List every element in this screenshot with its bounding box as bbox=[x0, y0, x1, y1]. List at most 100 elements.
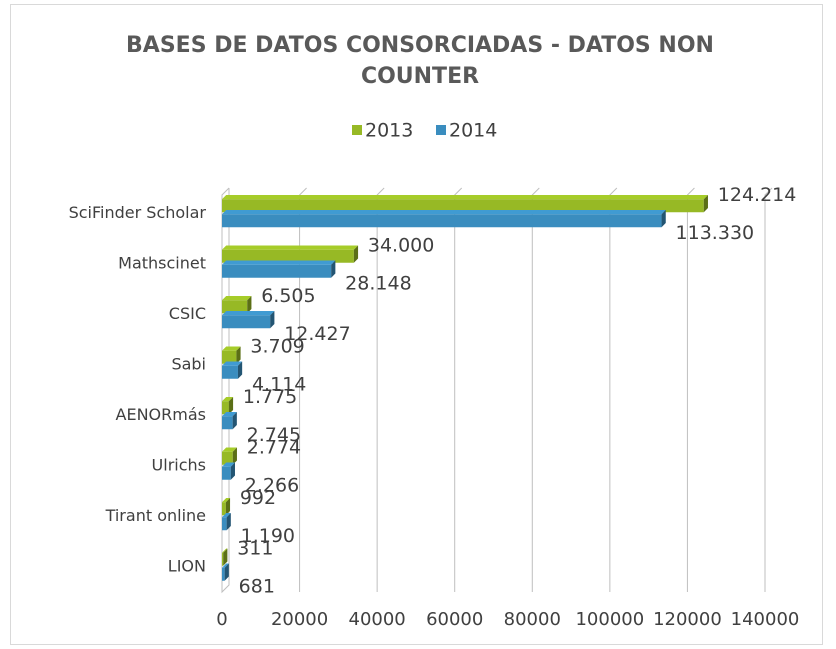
bar bbox=[222, 397, 234, 415]
data-label: 2.745 bbox=[247, 424, 301, 446]
y-tick-label: Mathscinet bbox=[118, 253, 206, 272]
bar-side bbox=[331, 260, 336, 278]
bar-face bbox=[222, 199, 704, 213]
bar-face bbox=[222, 502, 226, 516]
bar-side bbox=[224, 563, 229, 581]
y-tick-label: AENORmás bbox=[116, 405, 206, 424]
bar-side bbox=[223, 548, 228, 566]
bar-face bbox=[222, 350, 237, 364]
chart-border bbox=[10, 4, 823, 645]
data-label: 681 bbox=[239, 575, 275, 597]
bar-face bbox=[222, 517, 227, 531]
bar-top bbox=[222, 195, 708, 200]
data-label: 992 bbox=[240, 487, 276, 509]
bar-face bbox=[222, 567, 225, 581]
grid-line bbox=[531, 187, 540, 592]
data-label: 2.774 bbox=[247, 436, 301, 458]
bar bbox=[222, 548, 228, 566]
bar bbox=[222, 311, 275, 329]
bar-side bbox=[230, 462, 235, 480]
bar-side bbox=[226, 513, 231, 531]
bar-side bbox=[270, 311, 275, 329]
bar-top bbox=[222, 412, 237, 417]
bar-face bbox=[222, 451, 233, 465]
x-tick-label: 40000 bbox=[349, 609, 406, 630]
bar-side bbox=[232, 412, 237, 430]
bar-side bbox=[353, 245, 359, 263]
y-tick-label: Ulrichs bbox=[152, 455, 206, 474]
x-tick-label: 20000 bbox=[271, 609, 328, 630]
bar-side bbox=[232, 447, 237, 465]
bar bbox=[222, 245, 359, 263]
x-tick-label: 140000 bbox=[731, 609, 800, 630]
bar bbox=[222, 195, 708, 213]
y-tick-label: Tirant online bbox=[105, 506, 206, 525]
bar-face bbox=[222, 552, 224, 566]
bar bbox=[222, 346, 241, 364]
grid-line bbox=[686, 187, 695, 592]
bar bbox=[222, 361, 243, 379]
bar bbox=[222, 498, 231, 516]
bar bbox=[222, 447, 237, 465]
bar-face bbox=[222, 401, 229, 415]
data-label: 1.775 bbox=[243, 386, 297, 408]
data-label: 34.000 bbox=[368, 234, 434, 256]
bar bbox=[222, 210, 666, 228]
bar bbox=[222, 296, 252, 314]
bar-face bbox=[222, 365, 238, 379]
bar-top bbox=[222, 513, 231, 518]
data-label: 12.427 bbox=[284, 323, 350, 345]
bar-face bbox=[222, 315, 271, 329]
data-label: 113.330 bbox=[676, 222, 755, 244]
bar-face bbox=[222, 416, 233, 430]
data-label: 2.266 bbox=[245, 474, 299, 496]
bar-top bbox=[222, 260, 336, 265]
y-tick-label: LION bbox=[168, 556, 206, 575]
bar-top bbox=[222, 397, 234, 402]
bar-top bbox=[222, 462, 235, 467]
bar-side bbox=[225, 498, 231, 516]
grid-line bbox=[299, 187, 307, 592]
legend-swatch bbox=[352, 125, 362, 135]
bar-top bbox=[222, 296, 252, 301]
data-label: 6.505 bbox=[261, 285, 315, 307]
bar bbox=[222, 513, 231, 531]
data-label: 124.214 bbox=[718, 184, 797, 206]
data-label: 1.190 bbox=[241, 525, 295, 547]
bar-side bbox=[237, 361, 243, 379]
bar-top bbox=[222, 245, 359, 250]
bar bbox=[222, 563, 229, 581]
bar-top bbox=[222, 361, 243, 366]
grid-line bbox=[376, 187, 385, 592]
data-label: 4.114 bbox=[252, 373, 306, 395]
bar-side bbox=[247, 296, 252, 314]
bar bbox=[222, 462, 235, 480]
y-tick-label: SciFinder Scholar bbox=[69, 203, 207, 222]
data-label: 311 bbox=[237, 537, 273, 559]
legend-label: 2013 bbox=[365, 120, 413, 142]
bar-top bbox=[222, 563, 229, 568]
axis-line bbox=[221, 188, 230, 594]
x-tick-label: 60000 bbox=[426, 609, 483, 630]
x-tick-label: 0 bbox=[216, 609, 227, 630]
bar-top bbox=[222, 346, 241, 351]
data-label: 28.148 bbox=[345, 272, 411, 294]
bar-face bbox=[222, 264, 332, 278]
x-tick-label: 100000 bbox=[575, 609, 644, 630]
bar bbox=[222, 260, 336, 278]
bar-side bbox=[703, 195, 708, 213]
bar-face bbox=[222, 214, 662, 228]
bar bbox=[222, 412, 237, 430]
bar-face bbox=[222, 466, 231, 480]
chart-title: BASES DE DATOS CONSORCIADAS - DATOS NON … bbox=[126, 33, 714, 89]
y-tick-label: CSIC bbox=[169, 304, 206, 323]
bar-top bbox=[222, 498, 231, 503]
grid-line bbox=[764, 187, 773, 592]
bar-side bbox=[228, 397, 234, 415]
bar-top bbox=[222, 548, 228, 553]
grid-line bbox=[609, 187, 618, 592]
bar-top bbox=[222, 311, 275, 316]
legend-label: 2014 bbox=[449, 120, 497, 142]
